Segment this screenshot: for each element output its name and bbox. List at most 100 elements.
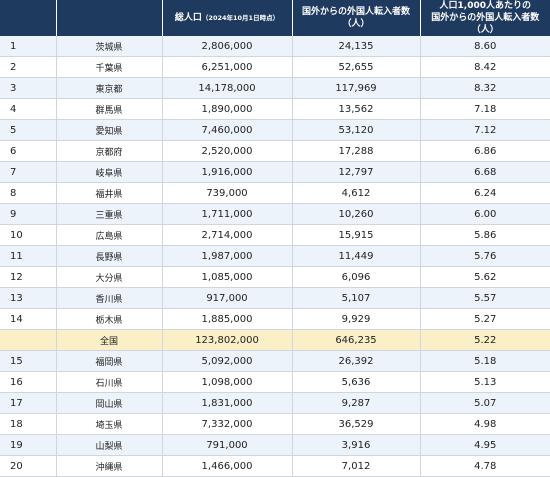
population-cell: 1,466,000 [162,455,293,477]
table-row: 9 三重県 1,711,000 10,260 6.00 [0,203,550,225]
rate-cell: 7.12 [420,119,550,141]
table-row: 19 山梨県 791,000 3,916 4.95 [0,434,550,456]
header-prefecture [56,0,163,36]
prefecture-cell: 沖縄県 [56,455,163,477]
header-rate-line2: 国外からの外国人転入者数（人） [431,13,540,35]
rate-cell: 8.32 [420,77,550,99]
header-population-sub: （2024年10月1日時点） [201,14,280,22]
inflow-cell: 53,120 [292,119,421,141]
inflow-cell: 15,915 [292,224,421,246]
population-cell: 2,520,000 [162,140,293,162]
inflow-cell: 9,929 [292,308,421,330]
table-row: 15 福岡県 5,092,000 26,392 5.18 [0,350,550,372]
prefecture-cell: 千葉県 [56,56,163,78]
population-cell: 1,085,000 [162,266,293,288]
table-row: 13 香川県 917,000 5,107 5.57 [0,287,550,309]
prefecture-cell: 山梨県 [56,434,163,456]
population-cell: 2,806,000 [162,36,293,57]
inflow-cell: 646,235 [292,329,421,351]
rate-cell: 6.24 [420,182,550,204]
rank-cell: 10 [0,224,57,246]
inflow-cell: 52,655 [292,56,421,78]
population-cell: 791,000 [162,434,293,456]
inflow-cell: 17,288 [292,140,421,162]
prefecture-cell: 福岡県 [56,350,163,372]
table-row: 6 京都府 2,520,000 17,288 6.86 [0,140,550,162]
rate-cell: 5.27 [420,308,550,330]
prefecture-cell: 愛知県 [56,119,163,141]
table-row: 14 栃木県 1,885,000 9,929 5.27 [0,308,550,330]
prefecture-cell: 岡山県 [56,392,163,414]
table-row: 8 福井県 739,000 4,612 6.24 [0,182,550,204]
population-cell: 1,987,000 [162,245,293,267]
table-row: 18 埼玉県 7,332,000 36,529 4.98 [0,413,550,435]
prefecture-cell: 東京都 [56,77,163,99]
rate-cell: 7.18 [420,98,550,120]
rate-cell: 6.00 [420,203,550,225]
prefecture-cell: 三重県 [56,203,163,225]
prefecture-cell: 香川県 [56,287,163,309]
table-row: 20 沖縄県 1,466,000 7,012 4.78 [0,455,550,477]
table-header: 総人口（2024年10月1日時点） 国外からの外国人転入者数（人） 人口1,00… [0,0,550,36]
table-row: 1 茨城県 2,806,000 24,135 8.60 [0,36,550,57]
population-cell: 1,885,000 [162,308,293,330]
inflow-cell: 24,135 [292,36,421,57]
population-cell: 7,332,000 [162,413,293,435]
table-row: 5 愛知県 7,460,000 53,120 7.12 [0,119,550,141]
prefecture-cell: 福井県 [56,182,163,204]
population-cell: 5,092,000 [162,350,293,372]
population-cell: 14,178,000 [162,77,293,99]
inflow-cell: 36,529 [292,413,421,435]
prefecture-cell: 石川県 [56,371,163,393]
rate-cell: 5.13 [420,371,550,393]
inflow-cell: 7,012 [292,455,421,477]
inflow-cell: 5,107 [292,287,421,309]
inflow-cell: 10,260 [292,203,421,225]
prefecture-cell: 大分県 [56,266,163,288]
rate-cell: 5.76 [420,245,550,267]
rate-cell: 8.60 [420,36,550,57]
prefecture-cell: 京都府 [56,140,163,162]
population-cell: 1,098,000 [162,371,293,393]
rate-cell: 5.86 [420,224,550,246]
rank-cell: 7 [0,161,57,183]
rank-cell: 8 [0,182,57,204]
table-row: 11 長野県 1,987,000 11,449 5.76 [0,245,550,267]
prefecture-cell: 栃木県 [56,308,163,330]
national-total-row: 全国 123,802,000 646,235 5.22 [0,329,550,351]
rank-cell: 2 [0,56,57,78]
inflow-cell: 12,797 [292,161,421,183]
inflow-cell: 3,916 [292,434,421,456]
population-cell: 2,714,000 [162,224,293,246]
rank-cell: 9 [0,203,57,225]
rank-cell: 3 [0,77,57,99]
header-rank [0,0,57,36]
rank-cell: 16 [0,371,57,393]
rank-cell: 12 [0,266,57,288]
table-row: 17 岡山県 1,831,000 9,287 5.07 [0,392,550,414]
inflow-cell: 4,612 [292,182,421,204]
table-row: 3 東京都 14,178,000 117,969 8.32 [0,77,550,99]
prefecture-cell: 群馬県 [56,98,163,120]
rank-cell: 4 [0,98,57,120]
rate-cell: 5.62 [420,266,550,288]
rate-cell: 5.57 [420,287,550,309]
population-cell: 1,831,000 [162,392,293,414]
rate-cell: 6.68 [420,161,550,183]
rate-cell: 5.22 [420,329,550,351]
inflow-cell: 6,096 [292,266,421,288]
inflow-cell: 9,287 [292,392,421,414]
rank-cell: 18 [0,413,57,435]
rate-cell: 6.86 [420,140,550,162]
prefecture-cell: 全国 [56,329,163,351]
prefecture-cell: 埼玉県 [56,413,163,435]
table-body: 1 茨城県 2,806,000 24,135 8.60 2 千葉県 6,251,000 52,6… [0,36,550,477]
header-rate-line1: 人口1,000人あたりの [439,1,531,11]
population-cell: 1,711,000 [162,203,293,225]
population-cell: 739,000 [162,182,293,204]
rank-cell: 19 [0,434,57,456]
header-population-main: 総人口 [174,13,202,23]
table-row: 12 大分県 1,085,000 6,096 5.62 [0,266,550,288]
population-cell: 917,000 [162,287,293,309]
